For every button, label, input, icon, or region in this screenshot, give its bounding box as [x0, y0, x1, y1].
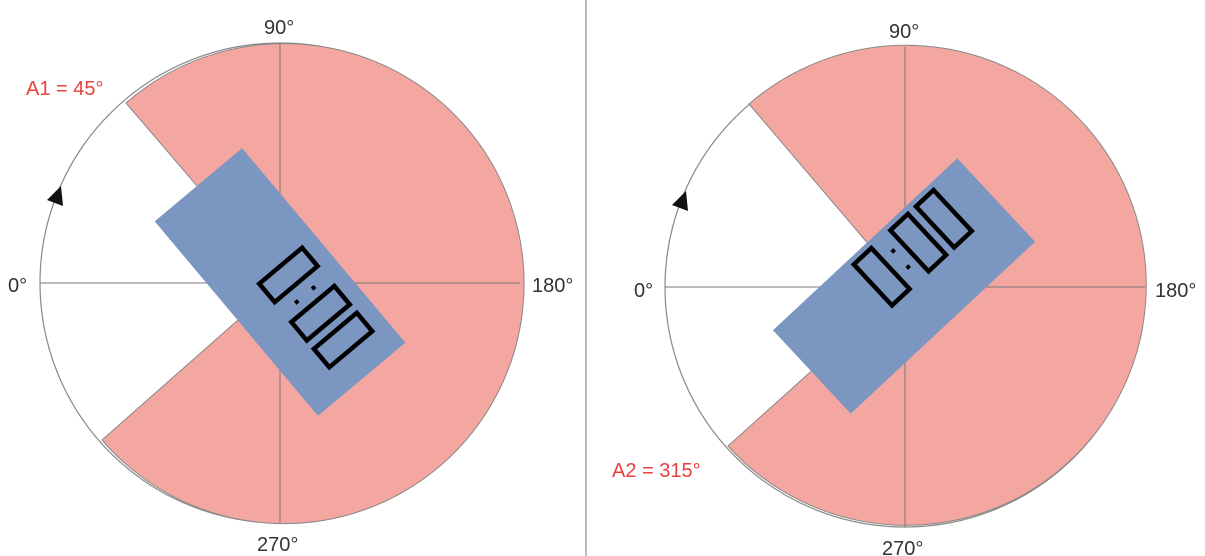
- diagram-left: 0° 90° 180° 270° A1 = 45°: [8, 17, 573, 556]
- angle-label: A1 = 45°: [26, 78, 104, 100]
- display-panel: [772, 158, 1036, 414]
- seven-segment-display: [850, 186, 975, 309]
- label-90-degrees: 90°: [264, 17, 294, 39]
- diagram-right: 0° 90° 180° 270° A2 = 315°: [612, 21, 1196, 556]
- label-270-degrees: 270°: [882, 538, 923, 556]
- label-180-degrees: 180°: [1155, 280, 1196, 302]
- seven-segment-display: [256, 244, 376, 371]
- label-270-degrees: 270°: [257, 534, 298, 556]
- label-180-degrees: 180°: [532, 275, 573, 297]
- direction-arrow-icon: [672, 191, 688, 211]
- label-0-degrees: 0°: [634, 280, 653, 302]
- angle-label: A2 = 315°: [612, 460, 701, 482]
- label-90-degrees: 90°: [889, 21, 919, 43]
- display-panel: [154, 148, 406, 416]
- direction-arrow-icon: [47, 186, 63, 206]
- label-0-degrees: 0°: [8, 275, 27, 297]
